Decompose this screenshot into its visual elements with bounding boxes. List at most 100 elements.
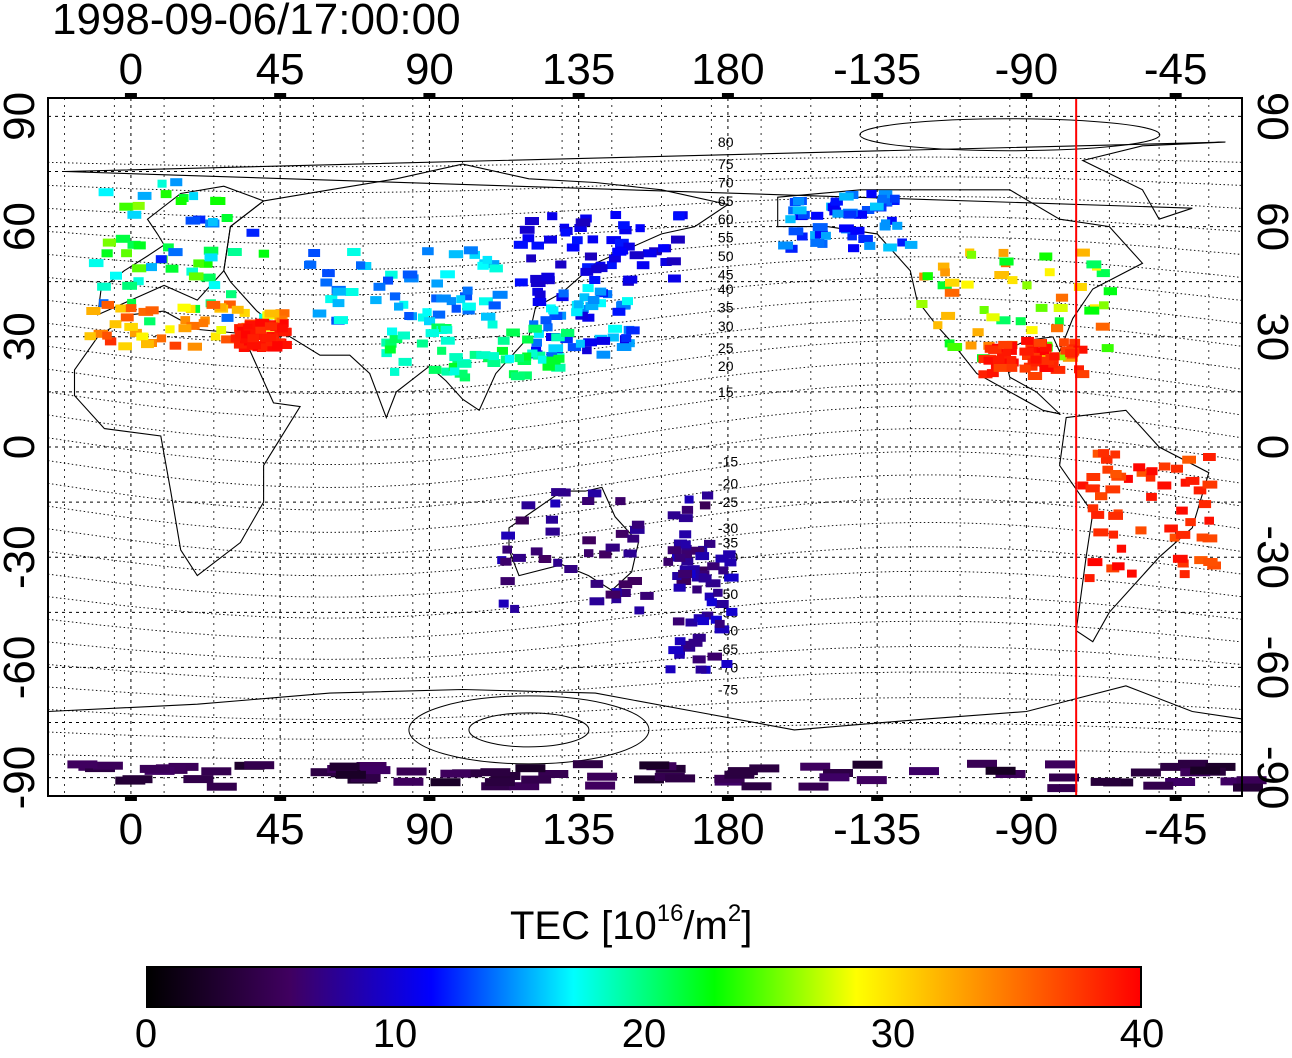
tec-cell — [591, 265, 602, 274]
tec-cell — [681, 505, 694, 514]
colorbar-title: TEC [1016/m2] — [510, 902, 752, 950]
tec-cell — [231, 305, 244, 314]
tec-cell — [329, 762, 360, 771]
tec-cell — [1077, 481, 1089, 490]
tec-cell — [139, 764, 170, 773]
tec-cell — [178, 324, 192, 333]
tec-cell — [572, 760, 603, 769]
top-lon-label: 90 — [405, 45, 454, 94]
tec-cell — [1204, 516, 1214, 525]
contour-label: -35 — [718, 535, 738, 551]
tec-cell — [530, 279, 546, 287]
tec-cell — [665, 665, 676, 674]
tec-cell — [124, 322, 138, 331]
tec-cell — [431, 279, 443, 288]
tec-cell — [966, 250, 977, 259]
tec-cell — [345, 288, 359, 296]
magnetic-contour — [47, 318, 1243, 370]
magnetic-contour — [47, 521, 1243, 577]
contour-label: 20 — [718, 358, 734, 374]
tec-cell — [1044, 268, 1055, 277]
tec-cell — [663, 557, 674, 566]
tec-cell — [1030, 355, 1042, 364]
tec-cell — [538, 555, 552, 563]
tec-cell — [335, 770, 366, 779]
tec-cell — [996, 349, 1011, 357]
contour-label: 65 — [718, 193, 734, 209]
tec-cell — [394, 302, 404, 311]
tec-cell — [501, 531, 515, 540]
tec-cell — [1164, 524, 1178, 533]
tec-cell — [615, 529, 629, 538]
tec-cell — [998, 248, 1009, 257]
tec-cell — [462, 286, 473, 295]
tec-cell — [933, 321, 943, 330]
tec-cell — [97, 282, 111, 291]
magnetic-contour — [47, 383, 1243, 442]
tec-cell — [243, 324, 253, 333]
tec-cell — [165, 325, 175, 334]
frame-tick-bottom — [423, 796, 436, 801]
colorbar-title-exp: 16 — [656, 900, 684, 927]
tec-cell — [432, 310, 446, 319]
tec-cell — [1074, 365, 1084, 374]
bottom-lon-label: 180 — [691, 805, 764, 854]
tec-cell — [594, 287, 607, 296]
tec-cell — [189, 192, 199, 201]
tec-cell — [1130, 768, 1161, 777]
tec-cell — [310, 768, 341, 777]
tec-cell — [679, 565, 695, 574]
tec-cell — [1086, 473, 1101, 481]
tec-cell — [811, 211, 824, 220]
top-lon-label: -135 — [833, 45, 921, 94]
tec-cell — [673, 539, 687, 548]
tec-cell — [668, 274, 681, 283]
tec-cell — [550, 499, 561, 508]
colorbar-title-main: TEC [10 — [510, 904, 657, 948]
tec-cell — [1049, 773, 1079, 782]
tec-cell — [146, 263, 157, 272]
tec-cell — [234, 330, 246, 339]
contour-label: 50 — [718, 248, 734, 264]
tec-cell — [448, 362, 459, 371]
tec-cell — [440, 336, 455, 345]
tec-cell — [989, 345, 1002, 354]
tec-cell — [979, 306, 989, 314]
tec-cell — [514, 354, 524, 363]
tec-cell — [120, 313, 134, 322]
tec-cell — [1054, 317, 1064, 326]
tec-cell — [264, 309, 280, 318]
tec-cell — [1075, 370, 1090, 379]
tec-cell — [542, 362, 555, 371]
tec-cell — [961, 280, 974, 289]
tec-cell — [529, 320, 539, 329]
tec-cell — [1182, 455, 1196, 464]
tec-cell — [383, 276, 394, 285]
tec-cell — [86, 307, 101, 315]
tec-cell — [798, 782, 829, 791]
tec-cell — [356, 261, 366, 270]
tec-cell — [587, 235, 599, 244]
tec-cell — [1086, 260, 1102, 269]
tec-cell — [681, 640, 692, 649]
left-lat-label: 90 — [0, 92, 44, 141]
tec-cell — [626, 326, 640, 335]
tec-cell — [396, 767, 427, 776]
tec-cell — [512, 553, 526, 562]
left-lat-label: -90 — [0, 746, 44, 810]
frame-tick-bottom — [1169, 796, 1182, 801]
tec-cell — [551, 333, 565, 342]
tec-cell — [847, 232, 857, 241]
right-lat-label: 90 — [1248, 92, 1292, 141]
tec-cell — [169, 341, 182, 350]
tec-cell — [244, 761, 275, 770]
tec-cell — [944, 288, 960, 297]
tec-cell — [678, 569, 693, 578]
tec-cell — [160, 190, 172, 199]
tec-cell — [233, 340, 249, 349]
tec-cell — [718, 566, 729, 575]
tec-cell — [469, 350, 482, 359]
tec-cell — [500, 577, 515, 586]
tec-cell — [279, 319, 289, 328]
